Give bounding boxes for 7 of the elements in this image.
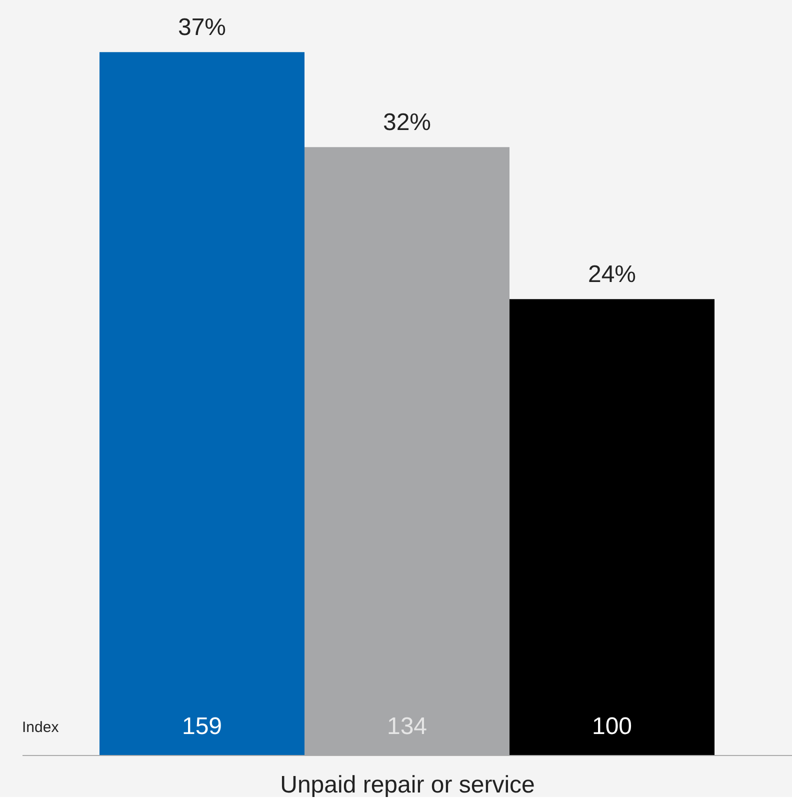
annotation: Index <box>22 719 60 736</box>
data-label: 32% <box>382 109 432 136</box>
data-label: 37% <box>178 14 226 42</box>
annotation: 159 <box>182 713 222 740</box>
data-label: 24% <box>588 261 636 288</box>
annotation: 134 <box>386 713 428 740</box>
annotation: 100 <box>592 713 632 740</box>
